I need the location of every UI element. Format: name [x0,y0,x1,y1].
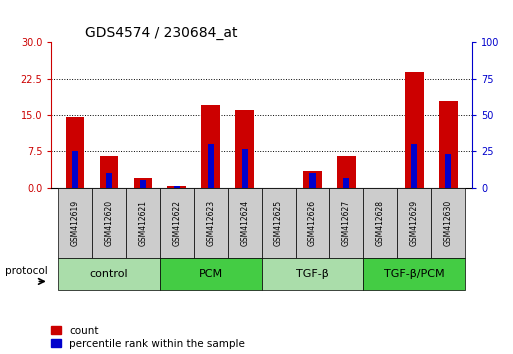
Bar [208,144,214,188]
Bar [405,72,424,188]
Bar [439,101,458,188]
Bar [202,105,220,188]
Text: TGF-β: TGF-β [296,269,329,279]
Bar [72,152,78,188]
Bar [337,156,356,188]
Text: PCM: PCM [199,269,223,279]
Bar [295,188,329,258]
Text: protocol: protocol [5,266,48,276]
Bar [66,118,84,188]
Bar [363,188,398,258]
Bar [398,188,431,258]
Bar [133,178,152,188]
Bar [100,156,119,188]
Bar [431,188,465,258]
Bar [329,188,363,258]
Bar [58,258,160,290]
Bar [160,188,194,258]
Bar [309,173,315,188]
Text: GDS4574 / 230684_at: GDS4574 / 230684_at [85,26,238,40]
Bar [363,258,465,290]
Text: TGF-β/PCM: TGF-β/PCM [384,269,445,279]
Bar [228,188,262,258]
Bar [262,258,363,290]
Text: GSM412629: GSM412629 [410,200,419,246]
Bar [160,258,262,290]
Bar [235,110,254,188]
Text: GSM412624: GSM412624 [240,200,249,246]
Bar [58,188,92,258]
Bar [140,181,146,188]
Text: GSM412620: GSM412620 [105,200,113,246]
Text: GSM412621: GSM412621 [139,200,147,246]
Bar [411,144,418,188]
Text: GSM412625: GSM412625 [274,200,283,246]
Text: GSM412627: GSM412627 [342,200,351,246]
Bar [262,188,295,258]
Bar [167,186,186,188]
Text: GSM412626: GSM412626 [308,200,317,246]
Bar [126,188,160,258]
Text: GSM412628: GSM412628 [376,200,385,246]
Text: GSM412619: GSM412619 [71,200,80,246]
Bar [92,188,126,258]
Legend: count, percentile rank within the sample: count, percentile rank within the sample [51,326,245,349]
Text: GSM412623: GSM412623 [206,200,215,246]
Text: GSM412622: GSM412622 [172,200,181,246]
Bar [343,178,349,188]
Bar [174,186,180,188]
Bar [242,149,248,188]
Bar [106,173,112,188]
Bar [445,154,451,188]
Bar [194,188,228,258]
Bar [303,171,322,188]
Text: control: control [90,269,128,279]
Text: GSM412630: GSM412630 [444,200,452,246]
